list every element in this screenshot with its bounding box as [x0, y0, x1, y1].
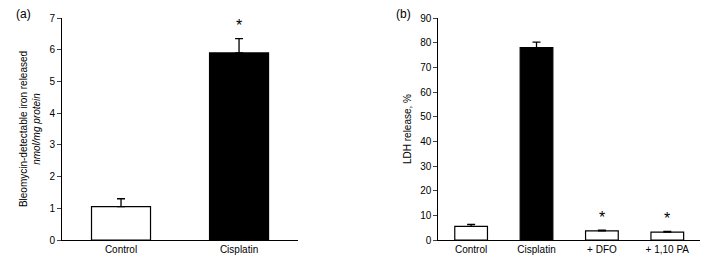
svg-text:+ 1,10 PA: + 1,10 PA [646, 244, 690, 255]
svg-text:Bleomycin-detectable iron rele: Bleomycin-detectable iron releasednmol/m… [18, 51, 42, 207]
svg-text:0: 0 [49, 235, 55, 246]
svg-text:Cisplatin: Cisplatin [220, 244, 258, 255]
svg-text:Cisplatin: Cisplatin [517, 244, 555, 255]
svg-text:LDH release, %: LDH release, % [402, 94, 413, 164]
svg-text:*: * [664, 210, 670, 227]
svg-text:7: 7 [49, 13, 55, 24]
svg-text:30: 30 [420, 161, 432, 172]
svg-text:70: 70 [420, 62, 432, 73]
svg-text:5: 5 [49, 76, 55, 87]
svg-text:90: 90 [420, 13, 432, 24]
svg-text:40: 40 [420, 136, 432, 147]
svg-text:80: 80 [420, 37, 432, 48]
svg-text:0: 0 [426, 235, 432, 246]
svg-text:2: 2 [49, 171, 55, 182]
svg-text:(a): (a) [16, 7, 31, 21]
svg-text:Control: Control [105, 244, 137, 255]
svg-text:6: 6 [49, 44, 55, 55]
svg-text:1: 1 [49, 203, 55, 214]
svg-text:Control: Control [455, 244, 487, 255]
svg-text:4: 4 [49, 108, 55, 119]
svg-text:*: * [236, 17, 242, 34]
svg-text:10: 10 [420, 210, 432, 221]
svg-text:*: * [599, 209, 605, 226]
svg-text:60: 60 [420, 87, 432, 98]
svg-text:50: 50 [420, 111, 432, 122]
svg-text:(b): (b) [396, 7, 411, 21]
svg-text:+ DFO: + DFO [587, 244, 617, 255]
svg-text:3: 3 [49, 139, 55, 150]
svg-text:20: 20 [420, 185, 432, 196]
